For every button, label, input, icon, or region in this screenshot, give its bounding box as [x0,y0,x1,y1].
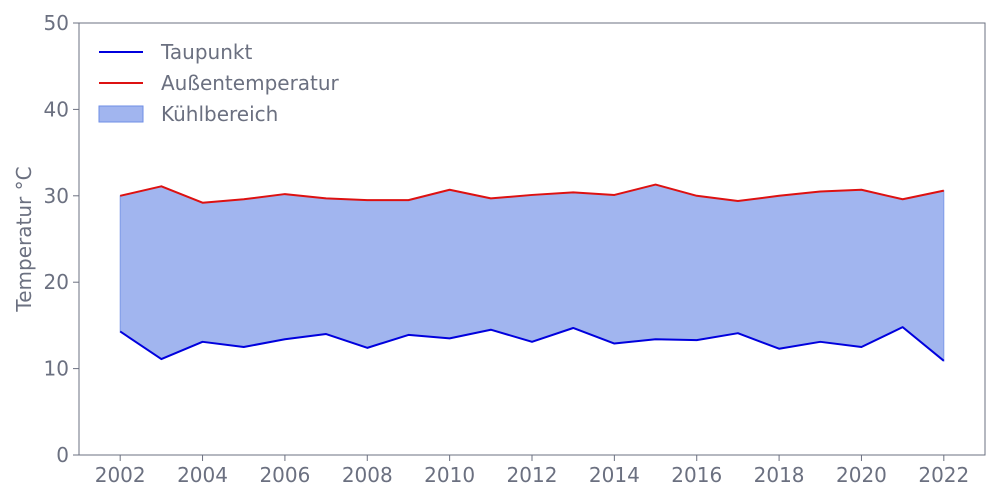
x-tick-label: 2016 [671,463,722,487]
y-tick-label: 10 [44,357,69,381]
x-tick-label: 2010 [424,463,475,487]
x-tick-label: 2022 [918,463,969,487]
x-tick-label: 2018 [754,463,805,487]
x-tick-label: 2008 [342,463,393,487]
legend-label-2: Kühlbereich [161,102,278,126]
x-tick-label: 2014 [589,463,640,487]
x-tick-label: 2020 [836,463,887,487]
legend-label-1: Außentemperatur [161,71,340,95]
x-tick-label: 2006 [259,463,310,487]
y-axis-label: Temperatur °C [12,166,36,312]
legend-label-0: Taupunkt [160,40,252,64]
x-tick-label: 2004 [177,463,228,487]
series-line-1 [119,183,945,204]
x-tick-label: 2012 [507,463,558,487]
y-tick-label: 40 [44,97,69,121]
fill-band-kuehlbereich [119,184,945,362]
y-tick-label: 20 [44,270,69,294]
legend-swatch-2 [98,105,144,123]
y-tick-label: 50 [44,11,69,35]
series-line-0 [119,326,945,362]
y-tick-label: 0 [56,443,69,467]
x-tick-label: 2002 [95,463,146,487]
y-tick-label: 30 [44,184,69,208]
